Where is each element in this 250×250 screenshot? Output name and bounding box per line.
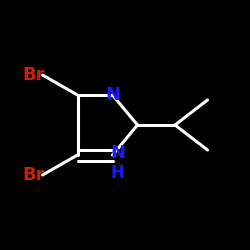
Text: H: H [110,164,124,182]
Text: N: N [110,144,125,162]
Text: Br: Br [22,166,45,184]
Text: Br: Br [22,66,45,84]
Text: N: N [105,86,120,104]
